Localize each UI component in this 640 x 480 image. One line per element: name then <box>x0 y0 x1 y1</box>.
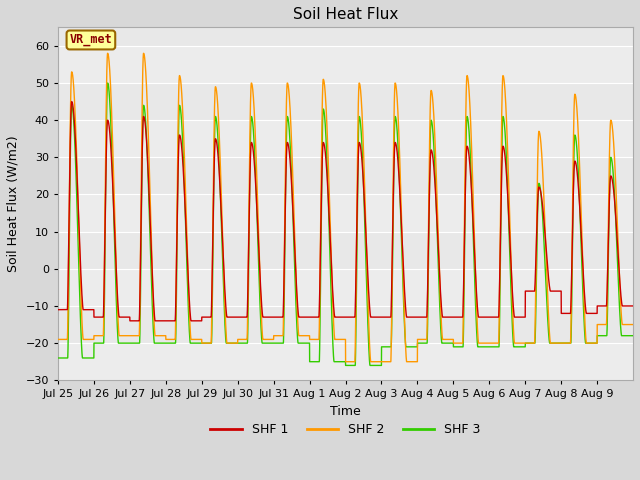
Bar <box>58 194 633 232</box>
Legend: SHF 1, SHF 2, SHF 3: SHF 1, SHF 2, SHF 3 <box>205 418 486 441</box>
Y-axis label: Soil Heat Flux (W/m2): Soil Heat Flux (W/m2) <box>7 135 20 272</box>
Bar <box>58 269 633 306</box>
Text: VR_met: VR_met <box>70 34 112 47</box>
Bar <box>58 343 633 380</box>
Title: Soil Heat Flux: Soil Heat Flux <box>293 7 398 22</box>
X-axis label: Time: Time <box>330 405 361 418</box>
Bar <box>58 120 633 157</box>
Bar <box>58 46 633 83</box>
